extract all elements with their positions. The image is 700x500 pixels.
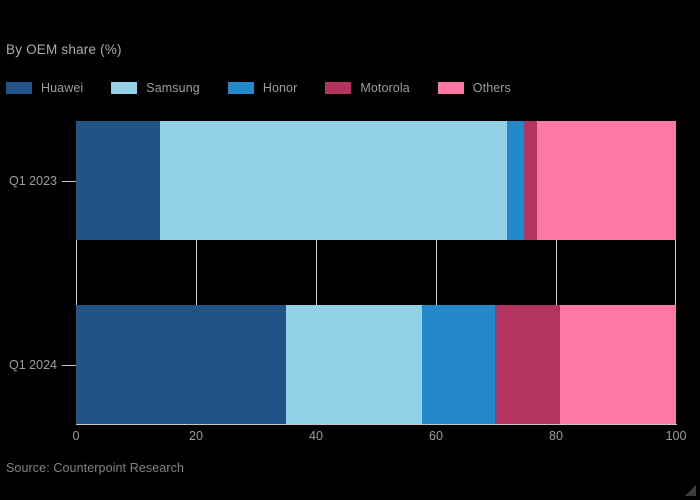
gridline <box>76 121 77 424</box>
gridline <box>556 121 557 424</box>
x-tick-label: 0 <box>72 429 80 443</box>
x-tick-label: 80 <box>549 429 563 443</box>
gridline <box>196 121 197 424</box>
x-tick-label: 60 <box>429 429 443 443</box>
bar-segment-others[interactable] <box>536 121 676 240</box>
legend-item-huawei[interactable]: Huawei <box>6 81 83 95</box>
x-tick-label: 100 <box>665 429 687 443</box>
gridline <box>436 121 437 424</box>
x-tick-label: 20 <box>189 429 203 443</box>
legend-item-label: Huawei <box>41 81 84 95</box>
legend-item-label: Samsung <box>146 81 200 95</box>
bar-segment-motorola[interactable] <box>495 305 561 424</box>
chart-legend: Huawei Samsung Honor Motorola Others <box>6 79 539 97</box>
legend-item-honor[interactable]: Honor <box>227 81 298 95</box>
y-tick-mark <box>62 180 76 182</box>
y-tick-label: Q1 2024 <box>9 357 57 372</box>
x-axis-line <box>76 424 677 425</box>
legend-swatch-icon <box>111 82 138 94</box>
chart-subtitle: By OEM share (%) <box>6 42 122 57</box>
legend-swatch-icon <box>437 82 464 94</box>
x-tick-label: 40 <box>309 429 323 443</box>
gridline <box>316 121 317 424</box>
gridline <box>675 121 676 424</box>
legend-item-label: Honor <box>262 81 298 95</box>
y-tick-label: Q1 2023 <box>9 173 57 188</box>
bar-segment-motorola[interactable] <box>523 121 537 240</box>
source-note: Source: Counterpoint Research <box>6 461 184 475</box>
bar-row <box>76 121 676 240</box>
legend-item-label: Others <box>472 81 511 95</box>
legend-item-motorola[interactable]: Motorola <box>325 81 410 95</box>
corner-mark-icon <box>685 485 696 496</box>
bar-segment-honor[interactable] <box>506 121 524 240</box>
bar-segment-others[interactable] <box>560 305 676 424</box>
bar-segment-honor[interactable] <box>422 305 496 424</box>
y-tick-mark <box>62 364 76 366</box>
bar-segment-huawei[interactable] <box>76 121 160 240</box>
legend-swatch-icon <box>227 82 254 94</box>
legend-item-others[interactable]: Others <box>437 81 511 95</box>
bar-row <box>76 305 676 424</box>
legend-item-label: Motorola <box>360 81 410 95</box>
legend-swatch-icon <box>325 82 352 94</box>
bar-segment-huawei[interactable] <box>76 305 286 424</box>
bar-segment-samsung[interactable] <box>286 305 423 424</box>
plot-area <box>76 121 676 424</box>
legend-item-samsung[interactable]: Samsung <box>111 81 200 95</box>
bar-segment-samsung[interactable] <box>160 121 507 240</box>
legend-swatch-icon <box>6 82 32 94</box>
